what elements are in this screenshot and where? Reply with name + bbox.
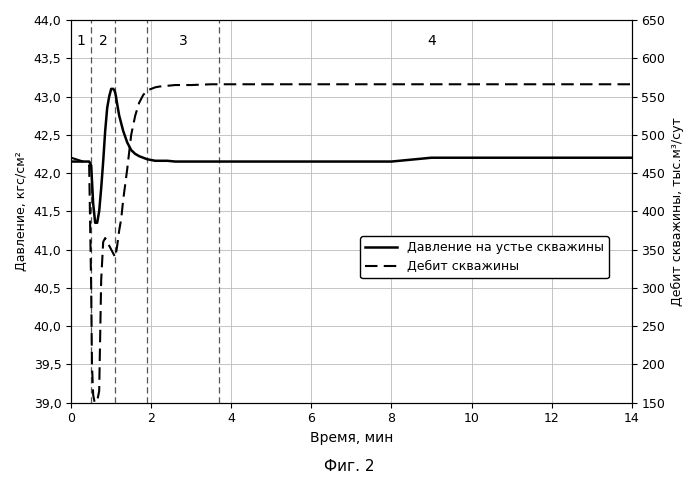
Text: Фиг. 2: Фиг. 2 [324, 459, 375, 474]
X-axis label: Время, мин: Время, мин [310, 431, 393, 445]
Text: 3: 3 [179, 34, 187, 48]
Text: 1: 1 [77, 34, 85, 48]
Legend: Давление на устье скважины, Дебит скважины: Давление на устье скважины, Дебит скважи… [360, 236, 609, 278]
Text: 2: 2 [99, 34, 108, 48]
Y-axis label: Дебит скважины, тыс.м³/сут: Дебит скважины, тыс.м³/сут [671, 117, 684, 306]
Text: 4: 4 [427, 34, 436, 48]
Y-axis label: Давление, кгс/см²: Давление, кгс/см² [15, 151, 28, 271]
